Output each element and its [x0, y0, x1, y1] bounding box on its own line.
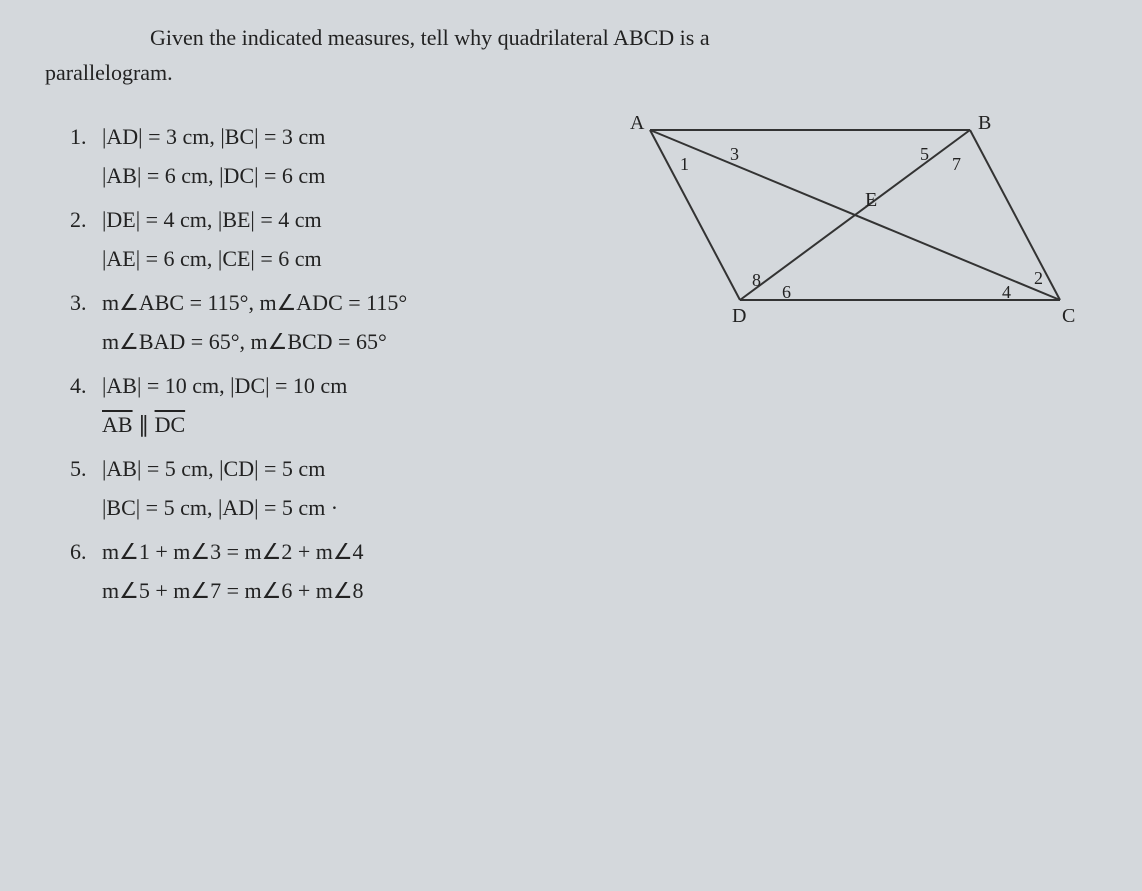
- problem-6: 6.m∠1 + m∠3 = m∠2 + m∠4: [70, 535, 600, 568]
- angle-label-7: 7: [952, 154, 961, 174]
- angle-label-6: 6: [782, 282, 791, 302]
- problem-4: 4.|AB| = 10 cm, |DC| = 10 cm: [70, 369, 600, 402]
- problem-expr-a: |AB| = 5 cm, |CD| = 5 cm: [102, 452, 325, 485]
- problem-number: 3.: [70, 286, 102, 319]
- problem-expr-a: m∠ABC = 115°, m∠ADC = 115°: [102, 286, 407, 319]
- problem-expr-a: |AB| = 10 cm, |DC| = 10 cm: [102, 369, 347, 402]
- problem-expr-a: |DE| = 4 cm, |BE| = 4 cm: [102, 203, 322, 236]
- problem-number: 2.: [70, 203, 102, 236]
- diagram-edge: [650, 130, 740, 300]
- problem-expr-b: m∠5 + m∠7 = m∠6 + m∠8: [102, 578, 600, 604]
- problem-expr-a: |AD| = 3 cm, |BC| = 3 cm: [102, 120, 325, 153]
- problem-2: 2.|DE| = 4 cm, |BE| = 4 cm: [70, 203, 600, 236]
- problem-expr-b: |BC| = 5 cm, |AD| = 5 cm ·: [102, 495, 600, 521]
- angle-label-1: 1: [680, 154, 689, 174]
- problem-5: 5.|AB| = 5 cm, |CD| = 5 cm: [70, 452, 600, 485]
- parallelogram-diagram: A B D C E 1 3 5 7 8 6 4 2: [600, 110, 1110, 618]
- problem-number: 4.: [70, 369, 102, 402]
- angle-label-3: 3: [730, 144, 739, 164]
- problem-3: 3.m∠ABC = 115°, m∠ADC = 115°: [70, 286, 600, 319]
- problem-number: 6.: [70, 535, 102, 568]
- vertex-label-E: E: [865, 189, 877, 211]
- vertex-label-A: A: [630, 112, 645, 134]
- problem-expr-b: m∠BAD = 65°, m∠BCD = 65°: [102, 329, 600, 355]
- vertex-label-B: B: [978, 112, 991, 134]
- angle-label-4: 4: [1002, 282, 1011, 302]
- diagram-edge: [740, 130, 970, 300]
- problem-expr-a: m∠1 + m∠3 = m∠2 + m∠4: [102, 535, 364, 568]
- problem-list: 1.|AD| = 3 cm, |BC| = 3 cm |AB| = 6 cm, |…: [40, 110, 600, 618]
- problem-expr-b: |AE| = 6 cm, |CE| = 6 cm: [102, 246, 600, 272]
- angle-label-5: 5: [920, 144, 929, 164]
- vertex-label-C: C: [1062, 305, 1075, 327]
- angle-label-8: 8: [752, 270, 761, 290]
- problem-1: 1.|AD| = 3 cm, |BC| = 3 cm: [70, 120, 600, 153]
- diagram-edge: [970, 130, 1060, 300]
- problem-expr-b: AB ∥ DC: [102, 412, 600, 438]
- intro-line-2: parallelogram.: [40, 55, 1102, 90]
- problem-number: 5.: [70, 452, 102, 485]
- problem-number: 1.: [70, 120, 102, 153]
- problem-expr-b: |AB| = 6 cm, |DC| = 6 cm: [102, 163, 600, 189]
- vertex-label-D: D: [732, 305, 746, 327]
- intro-line-1: Given the indicated measures, tell why q…: [40, 20, 1102, 55]
- angle-label-2: 2: [1034, 268, 1043, 288]
- intro-text: Given the indicated measures, tell why q…: [40, 20, 1102, 90]
